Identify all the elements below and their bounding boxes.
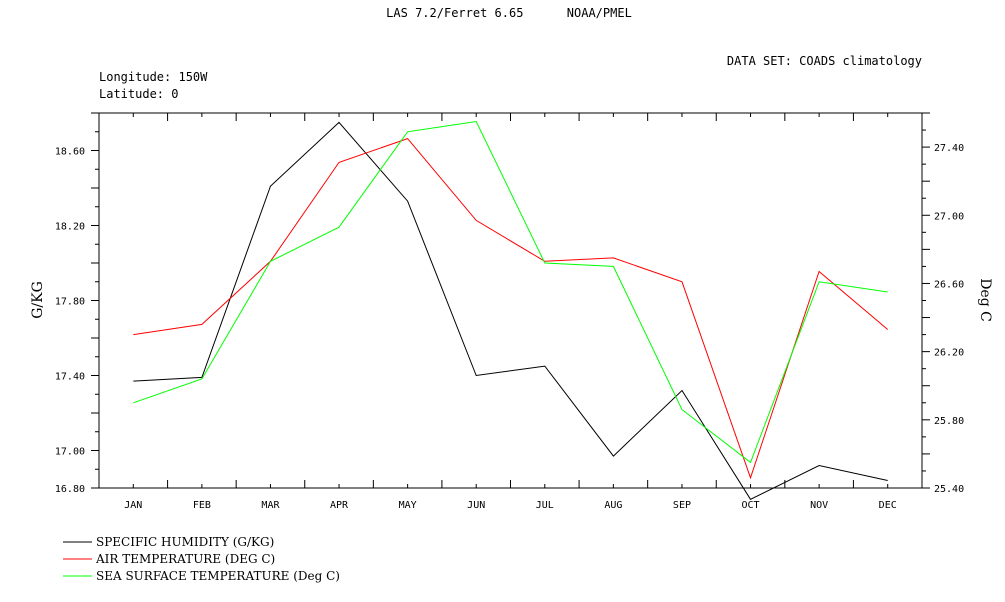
series-line-2	[133, 138, 889, 480]
series-line-3	[133, 120, 888, 464]
right-axis-title: Deg C	[977, 278, 993, 322]
x-tick-label: MAR	[261, 500, 280, 511]
latitude-label: Latitude: 0	[99, 87, 178, 101]
right-tick-label: 26.60	[934, 279, 964, 290]
right-tick-label: 27.00	[934, 211, 964, 222]
right-tick-label: 26.20	[934, 348, 964, 359]
left-tick-label: 17.00	[55, 447, 85, 458]
left-tick-label: 17.40	[55, 372, 85, 383]
x-tick-label: OCT	[742, 500, 760, 511]
legend-label: AIR TEMPERATURE (DEG C)	[95, 552, 275, 566]
chart-marks: JAN FEB MAR APR MAY JUN JUL AUG SEP OCT NOV DEC 16.8…	[55, 112, 964, 583]
x-tick-label: DEC	[879, 500, 897, 511]
left-tick-label: 17.80	[55, 297, 85, 308]
x-tick-label: SEP	[673, 500, 691, 511]
right-tick-label: 25.80	[934, 416, 964, 427]
x-tick-label: JUL	[536, 500, 554, 511]
longitude-label: Longitude: 150W	[99, 70, 208, 84]
left-tick-label: 16.80	[55, 484, 85, 495]
left-tick-label: 18.20	[55, 222, 85, 233]
legend-label: SEA SURFACE TEMPERATURE (Deg C)	[96, 569, 340, 583]
x-tick-label: AUG	[604, 500, 622, 511]
x-tick-label: MAY	[399, 500, 417, 511]
chart-header-title: LAS 7.2/Ferret 6.65 NOAA/PMEL	[386, 6, 632, 20]
right-tick-label: 25.40	[934, 484, 964, 495]
series-line-1	[133, 121, 888, 500]
x-tick-label: JAN	[124, 500, 142, 511]
x-tick-label: FEB	[193, 500, 211, 511]
dataset-label: DATA SET: COADS climatology	[727, 54, 922, 68]
left-tick-label: 18.60	[55, 147, 85, 158]
x-tick-label: APR	[330, 500, 349, 511]
left-axis-title: G/KG	[30, 281, 46, 319]
right-tick-label: 27.40	[934, 143, 964, 154]
x-tick-label: JUN	[467, 500, 485, 511]
plot-frame	[98, 112, 923, 489]
x-tick-label: NOV	[810, 500, 828, 511]
legend-label: SPECIFIC HUMIDITY (G/KG)	[96, 535, 274, 549]
